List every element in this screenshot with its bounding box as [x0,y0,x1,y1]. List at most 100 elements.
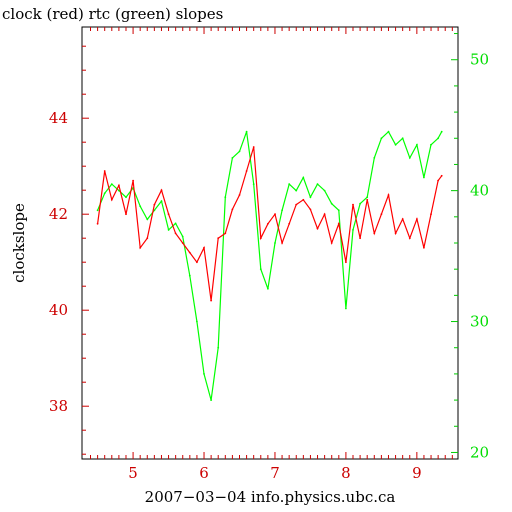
clock-point [118,184,120,187]
rtc-point [288,183,291,186]
rtc-point [387,130,390,133]
clock-point [408,237,411,240]
y-right-tick-label: 50 [470,51,489,69]
clock-point [437,179,439,182]
y-left-tick-label: 38 [49,397,68,415]
clock-point [125,213,127,216]
rtc-point [196,320,198,323]
rtc-point [174,222,177,225]
rtc-point [139,205,142,208]
x-tick-label: 7 [270,464,280,482]
clock-point [132,179,135,182]
rtc-point [394,143,397,146]
rtc-point [345,307,347,310]
rtc-point [238,150,241,153]
rtc-point [267,287,269,290]
clock-point [245,170,248,172]
x-tick-label: 8 [341,464,351,482]
clock-point [323,213,326,216]
rtc-point [153,209,156,212]
x-tick-label: 6 [199,464,209,482]
rtc-point [110,183,113,186]
clock-point [373,232,376,235]
rtc-point [167,229,170,231]
rtc-point [259,268,262,271]
rtc-point [352,229,354,231]
y-left-tick-label: 40 [49,301,68,319]
rtc-point [330,202,333,205]
clock-point [217,237,220,240]
clock-point [288,222,291,225]
rtc-point [181,235,184,238]
rtc-point [245,130,248,133]
rtc-point [160,200,163,203]
rtc-point [210,399,213,401]
clock-point [380,213,383,216]
y-right-tick-label: 20 [470,443,489,461]
rtc-point [231,157,234,159]
rtc-line [97,130,443,401]
plot-frame [81,26,459,460]
rtc-point [430,143,432,146]
clock-point [316,227,319,230]
rtc-point [217,346,220,349]
clock-point [203,246,205,249]
clock-point [224,232,227,235]
rtc-point [281,209,283,212]
clock-series [96,146,443,302]
clock-point [252,146,255,148]
rtc-point [125,196,127,199]
clock-point [359,237,361,240]
y-axis-right: 20 30 40 50 [451,33,489,461]
clock-point [366,198,369,201]
rtc-point [437,137,439,140]
clock-line [97,146,443,301]
rtc-series [96,130,443,401]
x-axis-label: 2007−03−04 info.physics.ubc.ca [145,488,396,506]
clock-point [259,237,262,240]
clock-point [96,222,99,225]
rtc-point [401,137,404,140]
x-axis: 5 6 7 8 9 [90,27,453,482]
clock-point [302,198,305,201]
clock-point [181,242,184,244]
clock-point [146,237,149,240]
rtc-point [295,189,298,192]
x-tick-label: 5 [128,464,138,482]
clock-point [139,246,142,249]
y-left-tick-label: 44 [49,109,68,127]
rtc-point [366,196,369,199]
clock-point [274,213,276,216]
rtc-point [323,189,326,192]
clock-point [416,218,418,220]
clock-point [167,213,170,216]
clock-point [110,198,113,201]
rtc-point [373,157,376,159]
clock-point [153,203,156,206]
rtc-point [408,157,411,159]
y-right-tick-label: 40 [470,182,489,200]
rtc-point [359,202,361,205]
rtc-point [316,183,319,186]
clock-point [295,203,298,206]
clock-point [309,208,312,211]
clock-point [238,194,241,196]
clock-point [337,222,340,225]
clock-point [188,251,191,254]
clock-point [430,213,432,216]
rtc-point [337,209,340,212]
rtc-point [146,218,149,221]
rtc-point [203,373,205,375]
rtc-point [274,242,276,244]
clock-point [440,174,443,177]
clock-point [160,189,163,192]
rtc-point [423,176,425,179]
y-left-tick-label: 42 [49,205,68,223]
chart-title: clock (red) rtc (green) slopes [2,5,223,23]
y-axis-left: 38 40 42 44 [49,45,89,455]
clock-point [387,194,390,196]
rtc-point [416,143,418,146]
rtc-point [302,176,305,179]
rtc-point [380,137,383,140]
